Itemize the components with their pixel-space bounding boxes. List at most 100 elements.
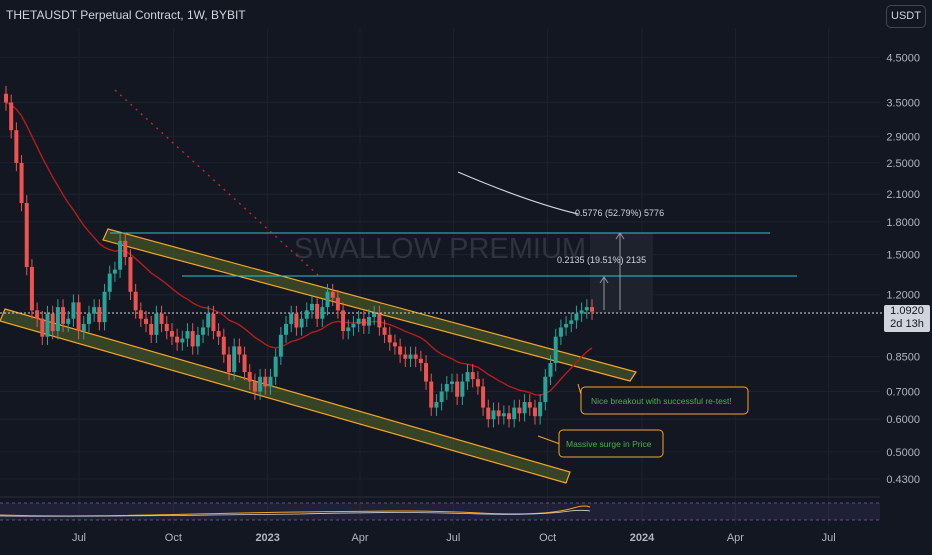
- candle-body: [377, 313, 382, 328]
- breakout-callout[interactable]: [580, 386, 749, 415]
- candle-body: [263, 376, 268, 387]
- candle-body: [564, 323, 569, 328]
- candle-body: [460, 381, 465, 397]
- candle: [527, 394, 532, 416]
- candle-body: [522, 402, 527, 414]
- candle-body: [367, 317, 372, 326]
- candle: [206, 305, 211, 336]
- candle: [118, 232, 123, 278]
- upper-channel: [102, 228, 637, 382]
- candle-body: [112, 269, 117, 274]
- candle-body: [61, 307, 66, 324]
- candle: [507, 405, 512, 428]
- candle: [475, 371, 480, 395]
- candle-body: [517, 407, 522, 414]
- candle: [144, 310, 149, 333]
- candle: [299, 310, 304, 336]
- candle-body: [76, 302, 81, 332]
- candle: [398, 338, 403, 363]
- surge-callout[interactable]: [558, 429, 664, 458]
- candle-body: [532, 407, 537, 417]
- y-tick-label: 0.4300: [886, 474, 920, 486]
- candle: [195, 326, 200, 355]
- candle: [367, 309, 372, 334]
- candle: [579, 302, 584, 322]
- candle-countdown: 2d 13h: [890, 318, 924, 330]
- candle: [444, 376, 449, 400]
- candle-body: [50, 313, 55, 332]
- candle: [14, 122, 19, 172]
- candle: [133, 283, 138, 319]
- y-tick-label: 0.6000: [886, 414, 920, 426]
- candle-body: [9, 102, 14, 131]
- candle-body: [180, 338, 185, 343]
- candle-body: [335, 297, 340, 311]
- candle: [564, 316, 569, 336]
- candle: [315, 296, 320, 327]
- candle: [361, 310, 366, 334]
- breakout-note: Nice breakout with successful re-test!: [591, 396, 732, 406]
- candle-body: [24, 202, 29, 268]
- candle: [252, 373, 257, 400]
- candle-body: [81, 323, 86, 332]
- candle-body: [29, 267, 34, 311]
- candle: [424, 355, 429, 390]
- candle: [128, 249, 133, 301]
- measure-label-lower: 0.2135 (19.51%) 2135: [557, 255, 646, 265]
- time-axis[interactable]: Jul Oct 2023 Apr Jul Oct 2024 Apr Jul: [72, 532, 836, 544]
- candle: [97, 299, 102, 331]
- candle: [304, 302, 309, 327]
- oscillator-line: [0, 505, 591, 517]
- last-price-tag: 1.0920 2d 13h: [884, 305, 930, 332]
- y-tick-label: 2.5000: [886, 158, 920, 170]
- oscillator-signal: [0, 509, 591, 517]
- candle: [496, 402, 501, 425]
- x-tick-label: Jul: [72, 532, 86, 544]
- price-axis[interactable]: 4.5000 3.5000 2.9000 2.5000 2.1000 1.8000 1.50…: [886, 52, 920, 486]
- candle: [309, 296, 314, 319]
- measure-label-upper: 0.5776 (52.79%) 5776: [575, 208, 664, 218]
- candle: [149, 316, 154, 344]
- watermark-text: SWALLOW PREMIUM: [294, 233, 586, 265]
- candle-body: [387, 334, 392, 343]
- candle: [278, 326, 283, 365]
- candle: [372, 305, 377, 326]
- y-tick-label: 0.7000: [886, 387, 920, 399]
- candle-body: [123, 240, 128, 258]
- candle: [455, 373, 460, 405]
- candle: [558, 319, 563, 345]
- candle-body: [154, 313, 159, 335]
- candle: [50, 305, 55, 340]
- candle-body: [190, 331, 195, 347]
- candle: [289, 305, 294, 333]
- candle: [45, 305, 50, 345]
- candle: [569, 312, 574, 333]
- candle: [439, 383, 444, 411]
- candle-body: [35, 310, 40, 319]
- candle: [76, 294, 81, 340]
- measure-arrowhead-upper: [615, 232, 625, 240]
- candle: [258, 368, 263, 400]
- y-tick-label: 1.8000: [886, 217, 920, 229]
- candle: [335, 289, 340, 319]
- candle: [226, 346, 231, 381]
- candle-body: [118, 240, 123, 270]
- candle-body: [284, 323, 289, 335]
- candle-body: [590, 307, 594, 312]
- candle: [19, 155, 24, 212]
- surge-note: Massive surge in Price: [566, 439, 652, 449]
- candle-body: [221, 336, 226, 355]
- y-tick-label: 1.2000: [886, 290, 920, 302]
- candle-body: [382, 327, 387, 335]
- candle-body: [86, 313, 91, 324]
- currency-button[interactable]: USDT: [886, 5, 926, 28]
- candle-body: [14, 130, 19, 163]
- candle-body: [273, 356, 278, 377]
- candle: [538, 394, 543, 425]
- surge-pointer: [537, 435, 561, 445]
- candle-body: [465, 372, 470, 382]
- candle: [201, 319, 206, 344]
- candle: [159, 305, 164, 333]
